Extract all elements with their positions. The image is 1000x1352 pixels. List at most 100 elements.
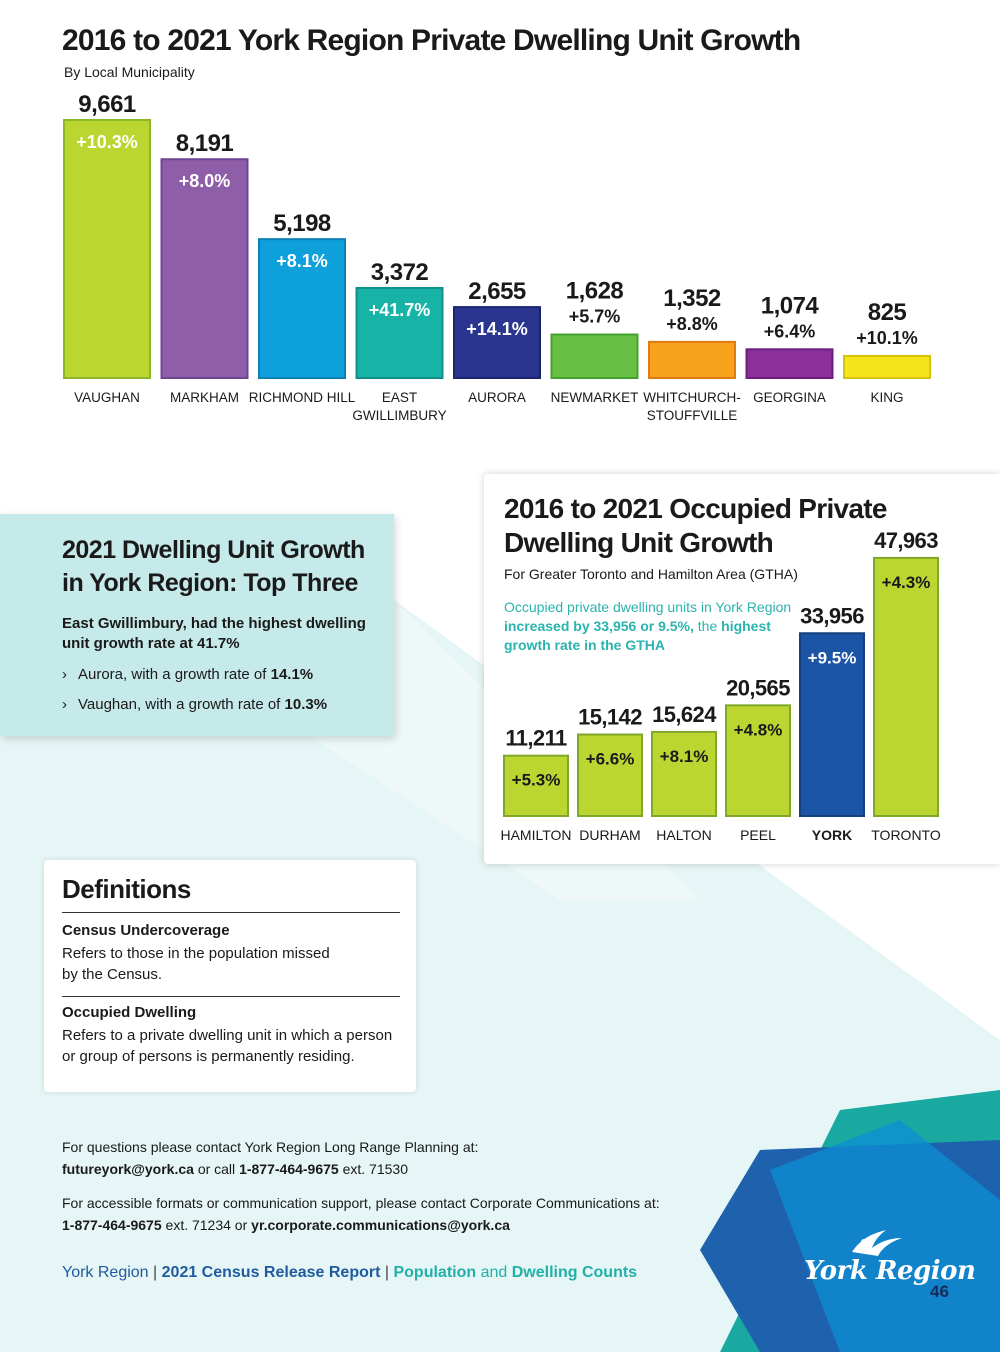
gtha-subtitle: For Greater Toronto and Hamilton Area (G… bbox=[504, 566, 798, 582]
gtha-note-part2: increased by 33,956 or 9.5%, bbox=[504, 618, 694, 634]
contact-text: or call bbox=[197, 1161, 236, 1177]
footer-separator: | bbox=[153, 1264, 158, 1281]
gtha-note-part1: Occupied private dwelling units in York … bbox=[504, 599, 792, 615]
growth-label: +5.3% bbox=[512, 771, 561, 790]
footer: York Region | 2021 Census Release Report… bbox=[62, 1264, 637, 1282]
growth-label: +5.7% bbox=[569, 307, 621, 327]
category-label: HAMILTON bbox=[500, 827, 571, 843]
bar-toronto bbox=[873, 556, 939, 818]
growth-label: +8.0% bbox=[179, 171, 231, 191]
category-label: VAUGHAN bbox=[74, 390, 140, 405]
definitions-box: Definitions Census Undercoverage Refers … bbox=[44, 860, 416, 1092]
value-label: 5,198 bbox=[273, 210, 331, 237]
bar-halton bbox=[651, 730, 717, 817]
category-label: NEWMARKET bbox=[551, 390, 639, 405]
top-three-title-line2: in York Region: Top Three bbox=[62, 569, 358, 597]
growth-label: +8.1% bbox=[276, 251, 328, 271]
bullet-value: 14.1% bbox=[270, 666, 314, 683]
footer-separator: | bbox=[384, 1264, 390, 1281]
growth-label: +14.1% bbox=[466, 319, 528, 339]
divider bbox=[62, 996, 400, 997]
definition-term: Occupied Dwelling bbox=[62, 1004, 197, 1021]
york-region-logo[interactable]: York Region bbox=[790, 1222, 980, 1312]
chart1-title: 2016 to 2021 York Region Private Dwellin… bbox=[62, 24, 801, 57]
category-label: TORONTO bbox=[871, 827, 941, 843]
bar-durham bbox=[577, 733, 643, 817]
category-label: GWILLIMBURY bbox=[352, 408, 446, 423]
gtha-note-part4: highest growth rate in the GTHA bbox=[504, 618, 771, 653]
category-label: EAST bbox=[382, 390, 417, 405]
value-label: 47,963 bbox=[874, 528, 938, 553]
growth-label: +4.8% bbox=[734, 720, 783, 739]
category-label: KING bbox=[870, 390, 903, 405]
bar-richmond-hill bbox=[258, 238, 346, 379]
page-number: 46 bbox=[930, 1282, 949, 1301]
contact-planning: For questions please contact York Region… bbox=[62, 1136, 702, 1180]
category-label: WHITCHURCH- bbox=[643, 390, 740, 405]
value-label: 33,956 bbox=[800, 603, 864, 628]
light-blue-shape bbox=[770, 1120, 1000, 1352]
value-label: 3,372 bbox=[371, 259, 429, 286]
growth-label: +8.8% bbox=[666, 314, 718, 334]
gtha-bar-chart: +5.3% 11,211 HAMILTON +6.6% 15,142 DURHAM +8.1… bbox=[500, 528, 941, 843]
bird-logo-icon bbox=[852, 1230, 902, 1256]
growth-label: +41.7% bbox=[369, 300, 431, 320]
category-label: MARKHAM bbox=[170, 390, 239, 405]
bar-markham bbox=[160, 158, 249, 379]
gtha-title-line2: Dwelling Unit Growth bbox=[504, 527, 774, 558]
footer-part: Population bbox=[393, 1264, 477, 1281]
category-label: STOUFFVILLE bbox=[647, 408, 738, 423]
bullet-text: Aurora, with a growth rate of bbox=[78, 666, 267, 683]
growth-label: +6.4% bbox=[764, 321, 816, 341]
bar-georgina bbox=[745, 348, 834, 379]
category-label: PEEL bbox=[740, 827, 776, 843]
category-label: GEORGINA bbox=[753, 390, 826, 405]
contact-text: ext. 71234 or bbox=[165, 1217, 248, 1233]
top-three-title: 2021 Dwelling Unit Growth in York Region… bbox=[62, 534, 382, 600]
top-three-bullet-vaughan: › Vaughan, with a growth rate of 10.3% bbox=[62, 696, 382, 713]
value-label: 1,074 bbox=[761, 292, 820, 319]
bar-hamilton bbox=[503, 754, 569, 817]
divider bbox=[62, 912, 400, 913]
phone-link[interactable]: 1-877-464-9675 bbox=[239, 1161, 339, 1177]
gtha-title: 2016 to 2021 Occupied Private Dwelling U… bbox=[504, 492, 924, 560]
gtha-note: Occupied private dwelling units in York … bbox=[504, 598, 804, 655]
bullet-value: 10.3% bbox=[284, 696, 328, 713]
top-three-bullet-aurora: › Aurora, with a growth rate of 14.1% bbox=[62, 666, 382, 683]
category-label: AURORA bbox=[468, 390, 526, 405]
bar-newmarket bbox=[550, 333, 639, 379]
bar-aurora bbox=[453, 306, 541, 379]
value-label: 15,624 bbox=[652, 702, 717, 727]
top-three-box: 2021 Dwelling Unit Growth in York Region… bbox=[0, 514, 394, 736]
growth-label: +10.1% bbox=[856, 328, 918, 348]
logo-text: York Region bbox=[804, 1256, 976, 1286]
chart1-subtitle: By Local Municipality bbox=[64, 64, 195, 80]
footer-part: and bbox=[480, 1264, 508, 1281]
value-label: 20,565 bbox=[726, 675, 790, 700]
value-label: 11,211 bbox=[505, 726, 567, 751]
bar-vaughan bbox=[63, 118, 151, 379]
growth-label: +6.6% bbox=[586, 750, 635, 769]
bar-york bbox=[799, 632, 865, 817]
category-label: RICHMOND HILL bbox=[249, 390, 356, 405]
gtha-note-part3: the bbox=[697, 618, 718, 634]
gtha-title-line1: 2016 to 2021 Occupied Private bbox=[504, 493, 888, 524]
value-label: 1,352 bbox=[663, 285, 721, 312]
phone-link[interactable]: 1-877-464-9675 bbox=[62, 1217, 162, 1233]
footer-part: York Region bbox=[62, 1264, 149, 1281]
growth-label: +4.3% bbox=[882, 573, 931, 592]
email-link[interactable]: futureyork@york.ca bbox=[62, 1161, 194, 1177]
value-label: 825 bbox=[868, 299, 907, 326]
top-three-lead: East Gwillimbury, had the highest dwelli… bbox=[62, 615, 366, 652]
bar-whitchurch-stouffville bbox=[648, 340, 736, 380]
value-label: 8,191 bbox=[176, 130, 234, 157]
bullet-text: Vaughan, with a growth rate of bbox=[78, 696, 281, 713]
value-label: 9,661 bbox=[78, 91, 136, 118]
footer-part: Dwelling Counts bbox=[511, 1264, 638, 1281]
category-label: YORK bbox=[812, 827, 852, 843]
municipality-bar-chart: +10.3% 9,661 VAUGHAN +8.0% 8,191 MARKHAM +8.1%… bbox=[63, 91, 931, 423]
footer-part: 2021 Census Release Report bbox=[161, 1264, 381, 1281]
contact-line: For accessible formats or communication … bbox=[62, 1195, 660, 1211]
email-link[interactable]: yr.corporate.communications@york.ca bbox=[251, 1217, 510, 1233]
chevron-right-icon: › bbox=[62, 696, 67, 713]
